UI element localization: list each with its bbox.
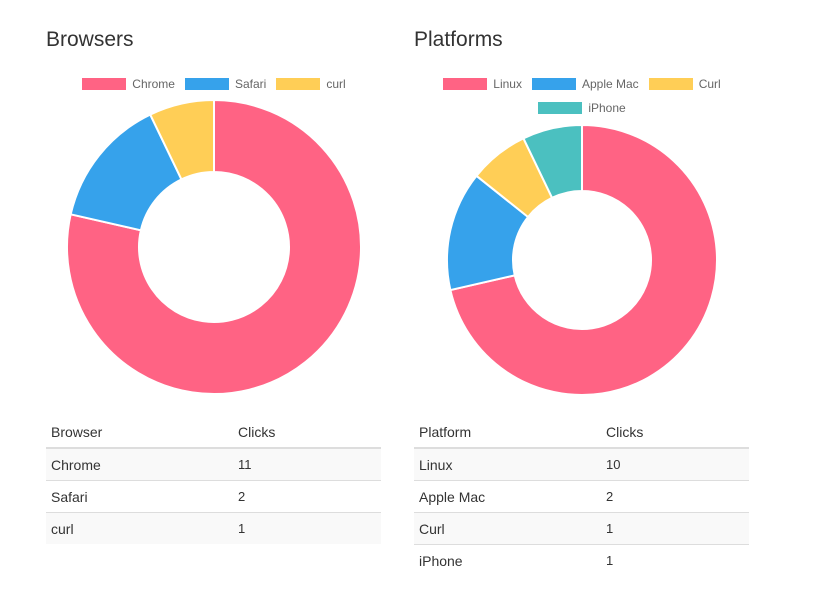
table-row: Safari 2 — [46, 480, 381, 513]
legend-item-chrome[interactable]: Chrome — [82, 72, 175, 96]
name-cell: Chrome — [46, 447, 233, 481]
table-row: Linux 10 — [414, 447, 749, 481]
clicks-cell: 1 — [233, 512, 381, 544]
legend-label: iPhone — [588, 101, 626, 115]
browsers-legend: Chrome Safari curl — [46, 72, 382, 96]
legend-item-apple-mac[interactable]: Apple Mac — [531, 72, 639, 96]
table-header-row: Browser Clicks — [46, 416, 381, 449]
clicks-cell: 1 — [601, 512, 749, 545]
table-row: Apple Mac 2 — [414, 480, 749, 513]
legend-label: Safari — [234, 77, 267, 91]
clicks-cell: 11 — [233, 447, 381, 481]
table-header-row: Platform Clicks — [414, 416, 749, 449]
clicks-cell: 2 — [601, 480, 749, 513]
slice-chrome[interactable] — [66, 98, 362, 395]
table-row: Curl 1 — [414, 512, 749, 545]
browsers-title: Browsers — [46, 28, 134, 51]
name-cell: Apple Mac — [414, 480, 601, 513]
legend-swatch — [538, 102, 583, 114]
browsers-table: Browser Clicks Chrome 11 Safari 2 curl 1 — [46, 416, 381, 544]
browsers-donut — [66, 98, 362, 395]
clicks-cell: 1 — [601, 544, 749, 576]
name-cell: iPhone — [414, 544, 601, 576]
slice-iphone[interactable] — [522, 123, 583, 200]
legend-label: Linux — [493, 77, 522, 91]
column-header: Browser — [46, 416, 233, 449]
legend-label: Curl — [698, 77, 721, 91]
column-header: Platform — [414, 416, 601, 449]
legend-item-curl[interactable]: Curl — [648, 72, 721, 96]
column-header: Clicks — [601, 416, 749, 449]
clicks-cell: 10 — [601, 447, 749, 481]
legend-label: curl — [326, 77, 346, 91]
legend-swatch — [531, 78, 576, 90]
legend-swatch — [82, 78, 127, 90]
legend-swatch — [276, 78, 321, 90]
slice-curl[interactable] — [148, 98, 215, 181]
legend-label: Chrome — [132, 77, 175, 91]
name-cell: Safari — [46, 480, 233, 513]
table-row: curl 1 — [46, 512, 381, 544]
platforms-donut — [446, 123, 718, 396]
legend-item-curl[interactable]: curl — [276, 72, 346, 96]
legend-swatch — [648, 78, 693, 90]
legend-swatch — [443, 78, 488, 90]
legend-item-safari[interactable]: Safari — [184, 72, 267, 96]
legend-label: Apple Mac — [581, 77, 639, 91]
table-row: Chrome 11 — [46, 447, 381, 481]
legend-item-iphone[interactable]: iPhone — [538, 96, 626, 120]
legend-swatch — [184, 78, 229, 90]
table-row: iPhone 1 — [414, 544, 749, 576]
platforms-table: Platform Clicks Linux 10 Apple Mac 2 Curl 1 iPho… — [414, 416, 749, 576]
name-cell: Curl — [414, 512, 601, 545]
column-header: Clicks — [233, 416, 381, 449]
platforms-title: Platforms — [414, 28, 503, 51]
clicks-cell: 2 — [233, 480, 381, 513]
legend-item-linux[interactable]: Linux — [443, 72, 522, 96]
platforms-legend: Linux Apple Mac Curl iPhone — [414, 72, 750, 120]
name-cell: curl — [46, 512, 233, 544]
slice-linux[interactable] — [449, 123, 718, 396]
name-cell: Linux — [414, 447, 601, 481]
